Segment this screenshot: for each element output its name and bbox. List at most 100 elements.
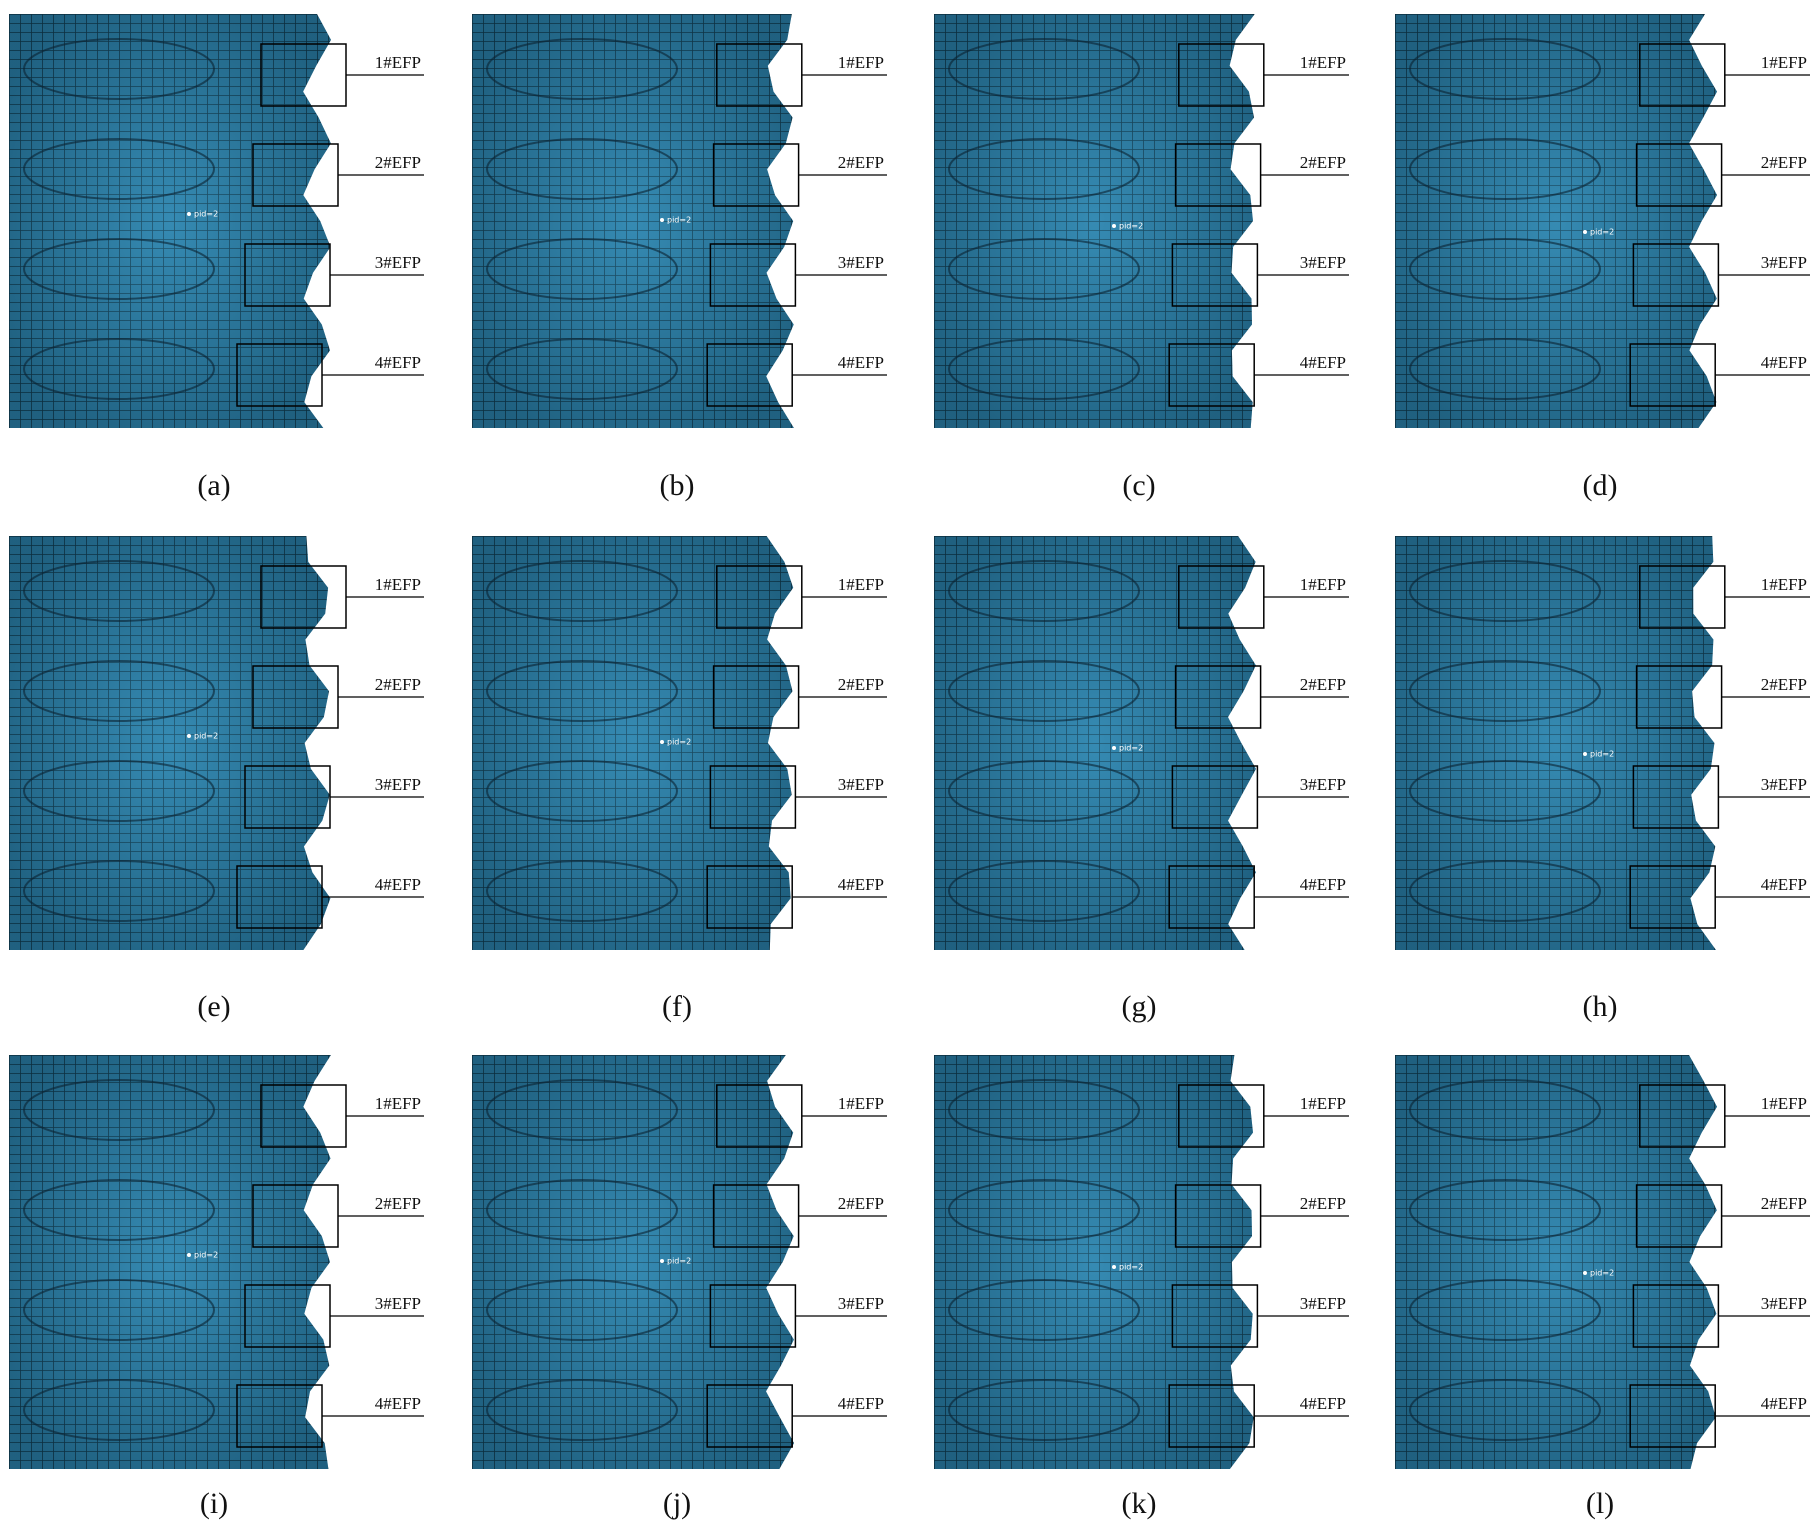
efp-label: 2#EFP xyxy=(1761,153,1807,172)
panel: pid=2 1#EFP 2#EFP 3#EFP 4#EFP xyxy=(9,536,424,950)
mesh-bulge xyxy=(486,1279,678,1341)
mesh-bulge xyxy=(948,1079,1140,1141)
efp-label: 2#EFP xyxy=(375,675,421,694)
mesh-bulge xyxy=(23,1179,215,1241)
efp-label: 4#EFP xyxy=(838,1394,884,1413)
mesh-shading xyxy=(9,1055,331,1469)
mesh-bulge xyxy=(23,38,215,100)
efp-label: 4#EFP xyxy=(838,875,884,894)
efp-label: 4#EFP xyxy=(1300,353,1346,372)
panel-caption: (i) xyxy=(200,1487,228,1520)
mesh-bulge xyxy=(948,238,1140,300)
mesh-shading xyxy=(934,14,1255,428)
efp-box xyxy=(1635,1184,1723,1248)
efp-label: 2#EFP xyxy=(375,1194,421,1213)
mesh-bulge xyxy=(23,1279,215,1341)
mesh-bulge xyxy=(23,660,215,722)
panel: pid=2 1#EFP 2#EFP 3#EFP 4#EFP xyxy=(9,1055,424,1469)
mesh-shading xyxy=(472,14,794,428)
efp-label: 4#EFP xyxy=(375,1394,421,1413)
mesh-bulge xyxy=(486,338,678,400)
mesh-shading xyxy=(1395,536,1716,950)
mesh-shading xyxy=(472,536,794,950)
mesh-bulge xyxy=(23,238,215,300)
efp-label: 3#EFP xyxy=(1761,253,1807,272)
panel: pid=2 1#EFP 2#EFP 3#EFP 4#EFP xyxy=(934,536,1349,950)
efp-box xyxy=(1174,665,1262,729)
marker-dot xyxy=(1112,224,1116,228)
mesh-shading xyxy=(1395,1055,1717,1469)
panel-caption: (b) xyxy=(660,469,695,502)
mesh-bulge xyxy=(1409,1379,1601,1441)
mesh-bulge xyxy=(486,760,678,822)
marker-label: pid=2 xyxy=(1119,222,1143,231)
panel-caption: (l) xyxy=(1586,1487,1614,1520)
panel: pid=2 1#EFP 2#EFP 3#EFP 4#EFP xyxy=(934,1055,1349,1469)
marker-dot xyxy=(1112,746,1116,750)
marker-dot xyxy=(1583,752,1587,756)
mesh-bulge xyxy=(486,138,678,200)
panel: pid=2 1#EFP 2#EFP 3#EFP 4#EFP xyxy=(934,14,1349,428)
mesh-bulge xyxy=(1409,760,1601,822)
mesh-bulge xyxy=(486,1179,678,1241)
marker-label: pid=2 xyxy=(1590,228,1614,237)
efp-label: 2#EFP xyxy=(1761,675,1807,694)
mesh-bulge xyxy=(948,760,1140,822)
mesh-bulge xyxy=(1409,1279,1601,1341)
marker-label: pid=2 xyxy=(194,732,218,741)
marker-dot xyxy=(660,740,664,744)
mesh-bulge xyxy=(948,860,1140,922)
efp-label: 2#EFP xyxy=(1300,153,1346,172)
efp-label: 1#EFP xyxy=(375,575,421,594)
mesh-bulge xyxy=(486,1079,678,1141)
mesh-bulge xyxy=(23,760,215,822)
efp-label: 4#EFP xyxy=(375,353,421,372)
efp-label: 1#EFP xyxy=(1761,53,1807,72)
panel: pid=2 1#EFP 2#EFP 3#EFP 4#EFP xyxy=(472,1055,887,1469)
mesh-bulge xyxy=(1409,660,1601,722)
mesh-bulge xyxy=(23,138,215,200)
efp-label: 1#EFP xyxy=(1300,575,1346,594)
marker-dot xyxy=(1583,230,1587,234)
marker-dot xyxy=(187,1253,191,1257)
mesh-bulge xyxy=(486,1379,678,1441)
mesh-bulge xyxy=(486,660,678,722)
efp-label: 2#EFP xyxy=(375,153,421,172)
mesh-bulge xyxy=(1409,238,1601,300)
panel-caption: (e) xyxy=(197,990,230,1023)
mesh-bulge xyxy=(948,1279,1140,1341)
efp-label: 4#EFP xyxy=(1300,1394,1346,1413)
marker-label: pid=2 xyxy=(1119,1263,1143,1272)
efp-label: 1#EFP xyxy=(1300,1094,1346,1113)
marker-dot xyxy=(187,734,191,738)
efp-label: 1#EFP xyxy=(1761,1094,1807,1113)
mesh-bulge xyxy=(948,1379,1140,1441)
efp-box xyxy=(712,1184,800,1248)
mesh-bulge xyxy=(1409,860,1601,922)
efp-box xyxy=(1629,865,1716,929)
efp-label: 4#EFP xyxy=(1761,1394,1807,1413)
efp-label: 3#EFP xyxy=(375,775,421,794)
efp-label: 4#EFP xyxy=(1300,875,1346,894)
efp-label: 1#EFP xyxy=(838,53,884,72)
marker-label: pid=2 xyxy=(667,738,691,747)
efp-box xyxy=(712,665,800,729)
panel-caption: (g) xyxy=(1122,990,1157,1023)
efp-label: 1#EFP xyxy=(375,1094,421,1113)
marker-dot xyxy=(660,1259,664,1263)
mesh-shading xyxy=(934,1055,1254,1469)
efp-box xyxy=(1629,1384,1716,1448)
marker-dot xyxy=(1112,1265,1116,1269)
panel-caption: (h) xyxy=(1583,990,1618,1023)
mesh-bulge xyxy=(486,560,678,622)
efp-label: 2#EFP xyxy=(1761,1194,1807,1213)
mesh-bulge xyxy=(23,338,215,400)
marker-dot xyxy=(187,212,191,216)
mesh-shading xyxy=(472,1055,794,1469)
efp-label: 3#EFP xyxy=(375,1294,421,1313)
mesh-bulge xyxy=(948,1179,1140,1241)
efp-label: 2#EFP xyxy=(838,153,884,172)
mesh-bulge xyxy=(1409,138,1601,200)
mesh-bulge xyxy=(1409,560,1601,622)
efp-label: 2#EFP xyxy=(838,675,884,694)
